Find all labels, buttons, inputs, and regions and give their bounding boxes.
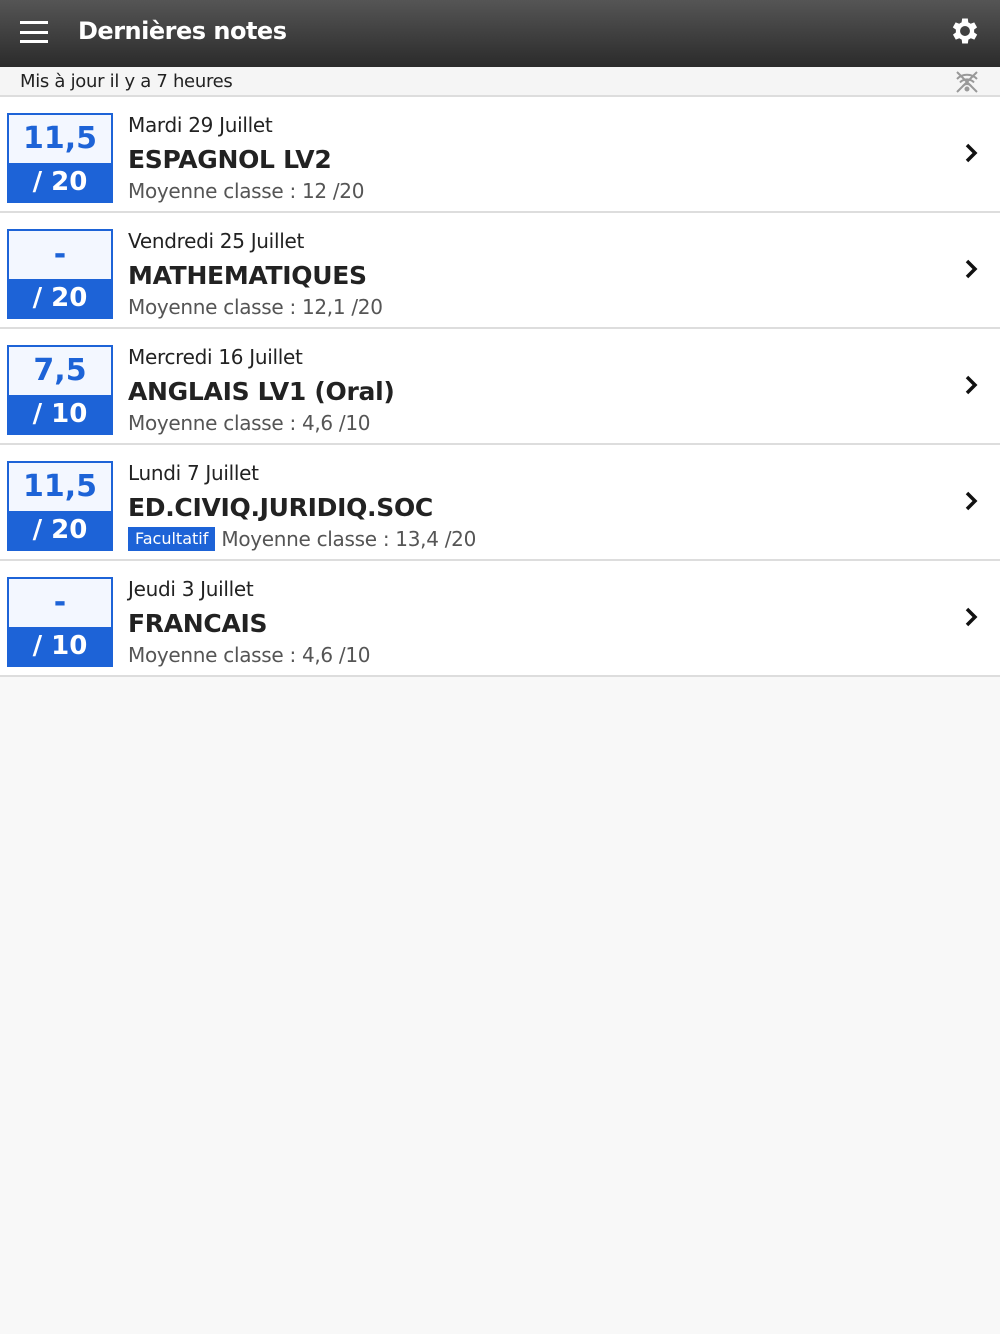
class-average: Moyenne classe : 12,1 /20 bbox=[128, 295, 383, 319]
grade-box: 7,5 / 10 bbox=[7, 345, 113, 435]
grade-date: Mardi 29 Juillet bbox=[128, 113, 273, 137]
grade-max: / 20 bbox=[9, 511, 111, 549]
average-line: Facultatif Moyenne classe : 13,4 /20 bbox=[128, 527, 476, 551]
chevron-right-icon bbox=[965, 143, 978, 163]
grade-value: 11,5 bbox=[9, 463, 111, 511]
grade-row[interactable]: - / 10 Jeudi 3 Juillet FRANCAIS Moyenne … bbox=[0, 561, 1000, 677]
grade-value: 11,5 bbox=[9, 115, 111, 163]
grade-max: / 10 bbox=[9, 395, 111, 433]
subject-name: MATHEMATIQUES bbox=[128, 261, 367, 290]
grade-value: - bbox=[9, 231, 111, 279]
hamburger-icon[interactable] bbox=[20, 21, 48, 43]
grade-row[interactable]: 7,5 / 10 Mercredi 16 Juillet ANGLAIS LV1… bbox=[0, 329, 1000, 445]
grade-date: Vendredi 25 Juillet bbox=[128, 229, 304, 253]
subject-name: FRANCAIS bbox=[128, 609, 268, 638]
subject-name: ESPAGNOL LV2 bbox=[128, 145, 332, 174]
grade-value: - bbox=[9, 579, 111, 627]
grade-box: 11,5 / 20 bbox=[7, 113, 113, 203]
grade-row[interactable]: 11,5 / 20 Lundi 7 Juillet ED.CIVIQ.JURID… bbox=[0, 445, 1000, 561]
chevron-right-icon bbox=[965, 375, 978, 395]
subject-name: ED.CIVIQ.JURIDIQ.SOC bbox=[128, 493, 433, 522]
average-line: Moyenne classe : 12,1 /20 bbox=[128, 295, 383, 319]
grade-date: Jeudi 3 Juillet bbox=[128, 577, 254, 601]
class-average: Moyenne classe : 12 /20 bbox=[128, 179, 365, 203]
app-header: Dernières notes bbox=[0, 0, 1000, 67]
sync-status-bar: Mis à jour il y a 7 heures bbox=[0, 67, 1000, 97]
average-line: Moyenne classe : 12 /20 bbox=[128, 179, 364, 203]
average-line: Moyenne classe : 4,6 /10 bbox=[128, 411, 371, 435]
grade-date: Mercredi 16 Juillet bbox=[128, 345, 303, 369]
grade-box: - / 10 bbox=[7, 577, 113, 667]
class-average: Moyenne classe : 4,6 /10 bbox=[128, 643, 371, 667]
grade-max: / 20 bbox=[9, 279, 111, 317]
gear-icon[interactable] bbox=[948, 14, 982, 48]
grade-box: - / 20 bbox=[7, 229, 113, 319]
grade-box: 11,5 / 20 bbox=[7, 461, 113, 551]
chevron-right-icon bbox=[965, 607, 978, 627]
grades-list: 11,5 / 20 Mardi 29 Juillet ESPAGNOL LV2 … bbox=[0, 97, 1000, 677]
optional-badge: Facultatif bbox=[128, 527, 216, 551]
grade-date: Lundi 7 Juillet bbox=[128, 461, 259, 485]
grade-row[interactable]: 11,5 / 20 Mardi 29 Juillet ESPAGNOL LV2 … bbox=[0, 97, 1000, 213]
chevron-right-icon bbox=[965, 491, 978, 511]
average-line: Moyenne classe : 4,6 /10 bbox=[128, 643, 371, 667]
class-average: Moyenne classe : 13,4 /20 bbox=[221, 527, 476, 551]
grade-max: / 10 bbox=[9, 627, 111, 665]
subject-name: ANGLAIS LV1 (Oral) bbox=[128, 377, 395, 406]
grade-row[interactable]: - / 20 Vendredi 25 Juillet MATHEMATIQUES… bbox=[0, 213, 1000, 329]
last-updated-text: Mis à jour il y a 7 heures bbox=[20, 71, 233, 92]
grade-max: / 20 bbox=[9, 163, 111, 201]
wifi-off-icon bbox=[956, 71, 978, 93]
class-average: Moyenne classe : 4,6 /10 bbox=[128, 411, 371, 435]
grade-value: 7,5 bbox=[9, 347, 111, 395]
chevron-right-icon bbox=[965, 259, 978, 279]
page-title: Dernières notes bbox=[78, 17, 287, 45]
